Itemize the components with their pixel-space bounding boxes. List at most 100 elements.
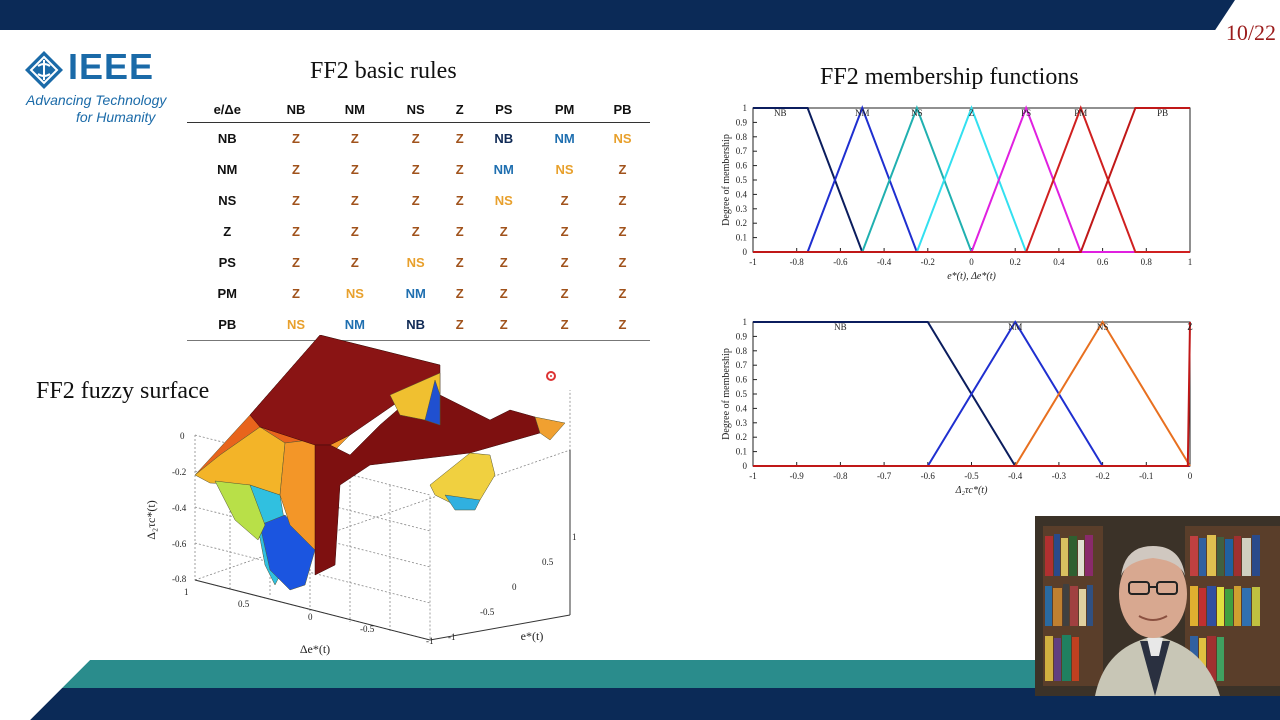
surface-z-label: Δ₂τc*(t) [144, 500, 158, 539]
rules-row-label: PB [187, 309, 268, 341]
rules-cell: Z [292, 255, 300, 270]
col-header: NS [385, 96, 447, 123]
y-tick-label: 0.5 [736, 389, 748, 399]
rules-cell: Z [350, 255, 359, 270]
x-tick-label: -0.3 [1052, 471, 1067, 481]
logo-tagline-2: for Humanity [76, 109, 156, 125]
y-tick-label: 0 [743, 461, 748, 471]
surface-x-label: Δe*(t) [300, 642, 330, 656]
rules-cell: Z [446, 309, 474, 341]
mf-y-label: Degree of membership [721, 134, 732, 226]
x-tick: 0 [308, 612, 313, 622]
rules-cell: Z [618, 286, 627, 301]
x-tick-label: 0 [969, 257, 974, 267]
rules-cell: Z [455, 162, 464, 177]
y-tick-label: 0.6 [736, 161, 748, 171]
rules-cell: Z [411, 193, 420, 208]
col-header: PS [473, 96, 535, 123]
rules-cell: NM [493, 162, 514, 177]
rules-corner-label: e/Δe [187, 96, 268, 123]
mf-x-label: Δ₂τc*(t) [955, 485, 988, 496]
x-tick: -1 [426, 636, 434, 646]
x-tick-label: -0.6 [833, 257, 848, 267]
rules-cell: Z [455, 224, 464, 239]
rules-row-label: NS [218, 193, 237, 208]
y-tick-label: 0.9 [736, 331, 748, 341]
surface-axes [194, 450, 571, 641]
logo-wordmark: IEEE [68, 46, 155, 87]
mf-series-label: PM [1074, 108, 1087, 118]
y-tick-label: 0.3 [736, 418, 748, 428]
rules-cell: Z [560, 255, 569, 270]
x-tick-label: 0.6 [1097, 257, 1109, 267]
y-tick-label: 0.7 [736, 360, 748, 370]
z-tick: -0.6 [172, 539, 187, 549]
y-tick-label: 0.9 [736, 117, 748, 127]
rules-row-pb: PB NS NM NB Z Z Z Z [187, 309, 650, 341]
rules-cell: Z [411, 224, 420, 239]
x-tick-label: -0.7 [877, 471, 892, 481]
mf-series-label: NB [834, 322, 847, 332]
rules-cell: NM [554, 131, 575, 146]
x-tick-label: -0.4 [877, 257, 892, 267]
rules-cell: Z [499, 224, 508, 239]
rules-cell: Z [350, 131, 359, 146]
rules-cell: Z [534, 309, 595, 341]
z-tick: -0.8 [172, 574, 187, 584]
x-tick-label: 0.2 [1010, 257, 1021, 267]
x-tick-label: -0.2 [921, 257, 935, 267]
rules-cell: Z [618, 193, 627, 208]
rules-row-label: NM [217, 162, 238, 177]
col-header: NM [324, 96, 386, 123]
rules-row-label: Z [223, 224, 232, 239]
y-tick-label: 0 [743, 247, 748, 257]
rules-cell: Z [292, 131, 300, 146]
fuzzy-surface-plot: 0 -0.2 -0.4 -0.6 -0.8 1 0.5 0 -0.5 -1 -1… [144, 335, 577, 656]
y-tick: 0 [512, 582, 517, 592]
surface-mesh [194, 335, 566, 591]
rules-cell: NM [405, 286, 426, 301]
y-tick-label: 0.2 [736, 432, 747, 442]
ieee-diamond-icon [25, 51, 63, 89]
rules-title: FF2 basic rules [310, 58, 457, 84]
mf-series-label: NM [855, 108, 870, 118]
rules-cell: Z [292, 193, 300, 208]
membership-chart-input: -1 -0.8 -0.6 -0.4 -0.2 0 0.2 0.4 0.6 0.8 1 0 0.1 0.2 0… [721, 104, 1192, 282]
mf-series-label: Z [969, 108, 975, 118]
surface-title: FF2 fuzzy surface [36, 378, 210, 404]
x-tick-label: 0.4 [1053, 257, 1065, 267]
surface-z-ticks: 0 -0.2 -0.4 -0.6 -0.8 [172, 431, 187, 584]
rules-cell: NS [345, 286, 364, 301]
bottom-decorative-band [0, 660, 1280, 720]
mf-series-label: PB [1157, 108, 1168, 118]
rules-cell: NS [555, 162, 574, 177]
plot-frame [752, 107, 1191, 253]
col-header: Z [446, 96, 474, 123]
rules-row-nm: NM Z Z Z Z NM NS Z [187, 154, 650, 185]
y-tick-label: 0.3 [736, 204, 748, 214]
rules-cell: Z [618, 224, 627, 239]
surface-x-ticks: 1 0.5 0 -0.5 -1 [184, 587, 434, 646]
y-tick-label: 1 [743, 318, 748, 327]
y-tick-label: 0.4 [736, 403, 748, 413]
rules-cell: Z [595, 309, 650, 341]
mf-series-label: Z [1187, 322, 1193, 332]
rules-cell: Z [350, 193, 359, 208]
rules-row-pm: PM Z NS NM Z Z Z Z [187, 278, 650, 309]
rules-cell: Z [618, 255, 627, 270]
mf-series-label: NB [774, 108, 787, 118]
rules-cell: Z [560, 224, 569, 239]
y-tick-label: 1 [743, 104, 748, 113]
x-tick: 1 [184, 587, 189, 597]
y-tick: -0.5 [480, 607, 495, 617]
membership-chart-output: -1 -0.9 -0.8 -0.7 -0.6 -0.5 -0.4 -0.3 -0.2 -0.1 0 0… [721, 318, 1193, 496]
z-tick: -0.4 [172, 503, 187, 513]
mf-series-label: NS [1097, 322, 1109, 332]
y-tick-label: 0.1 [736, 233, 747, 243]
top-banner [0, 0, 1280, 30]
rules-cell: NS [613, 131, 632, 146]
slide-number: 10/22 [1225, 20, 1276, 45]
laser-pointer-indicator [546, 371, 556, 381]
rules-cell: Z [499, 286, 508, 301]
mf-y-label: Degree of membership [721, 348, 732, 440]
